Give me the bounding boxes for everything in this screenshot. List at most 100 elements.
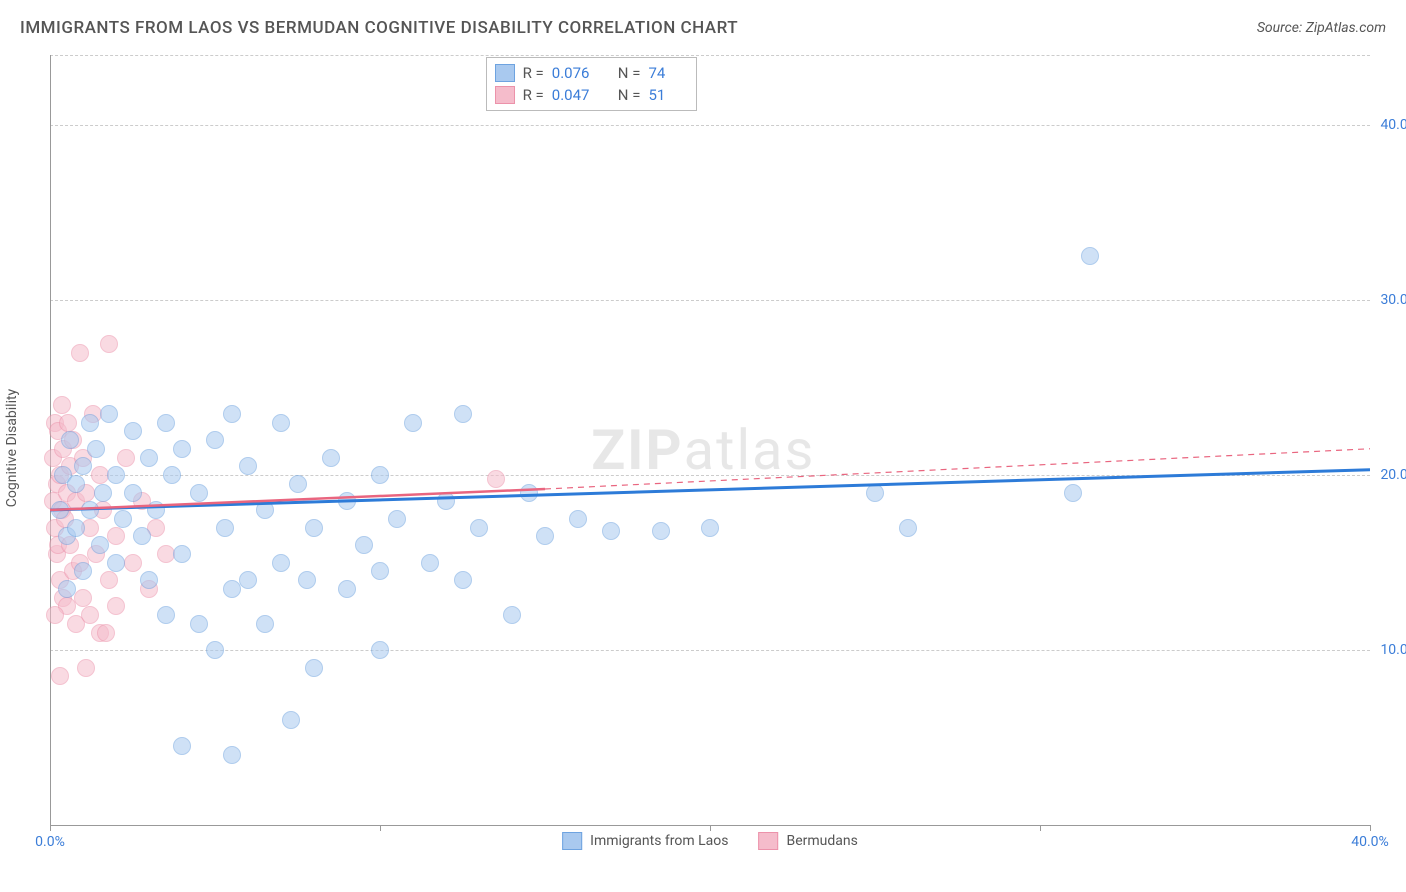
scatter-point: [298, 571, 316, 589]
scatter-point: [305, 519, 323, 537]
scatter-point: [107, 554, 125, 572]
scatter-point: [322, 449, 340, 467]
scatter-point: [173, 545, 191, 563]
scatter-point: [97, 624, 115, 642]
scatter-point: [866, 484, 884, 502]
scatter-point: [404, 414, 422, 432]
x-tick-label: 0.0%: [35, 834, 65, 850]
scatter-point: [100, 335, 118, 353]
scatter-point: [74, 457, 92, 475]
scatter-plot-area: ZIPatlas 10.0%20.0%30.0%40.0%0.0%40.0%R …: [50, 55, 1370, 825]
legend-item: Bermudans: [758, 832, 857, 850]
scatter-point: [536, 527, 554, 545]
scatter-point: [114, 510, 132, 528]
scatter-point: [117, 449, 135, 467]
scatter-point: [223, 405, 241, 423]
scatter-point: [272, 414, 290, 432]
scatter-point: [305, 659, 323, 677]
x-tick: [50, 825, 51, 831]
grid-line: [50, 55, 1370, 56]
scatter-point: [437, 492, 455, 510]
scatter-point: [59, 414, 77, 432]
scatter-point: [569, 510, 587, 528]
x-tick: [1370, 825, 1371, 831]
scatter-point: [338, 580, 356, 598]
swatch-icon: [758, 832, 778, 850]
scatter-point: [107, 527, 125, 545]
scatter-point: [91, 466, 109, 484]
y-tick-label: 10.0%: [1380, 642, 1406, 658]
legend-label: Immigrants from Laos: [590, 833, 728, 849]
scatter-point: [46, 606, 64, 624]
scatter-point: [371, 466, 389, 484]
x-tick: [1040, 825, 1041, 831]
scatter-point: [256, 501, 274, 519]
scatter-point: [470, 519, 488, 537]
scatter-point: [206, 641, 224, 659]
scatter-point: [67, 475, 85, 493]
legend-item: Immigrants from Laos: [562, 832, 728, 850]
scatter-point: [100, 405, 118, 423]
scatter-point: [190, 484, 208, 502]
scatter-point: [81, 414, 99, 432]
scatter-point: [173, 737, 191, 755]
swatch-icon: [495, 64, 515, 82]
scatter-point: [272, 554, 290, 572]
scatter-point: [701, 519, 719, 537]
x-tick: [380, 825, 381, 831]
y-tick-label: 20.0%: [1380, 467, 1406, 483]
scatter-point: [107, 597, 125, 615]
scatter-point: [371, 562, 389, 580]
scatter-point: [51, 667, 69, 685]
scatter-point: [503, 606, 521, 624]
chart-source: Source: ZipAtlas.com: [1257, 20, 1386, 36]
chart-title: IMMIGRANTS FROM LAOS VS BERMUDAN COGNITI…: [20, 18, 738, 38]
chart-header: IMMIGRANTS FROM LAOS VS BERMUDAN COGNITI…: [20, 18, 1386, 38]
scatter-point: [163, 466, 181, 484]
stats-row: R =0.047N =51: [495, 84, 689, 106]
scatter-point: [216, 519, 234, 537]
stats-box: R =0.076N =74R =0.047N =51: [486, 57, 698, 111]
scatter-point: [388, 510, 406, 528]
x-tick-label: 40.0%: [1351, 834, 1389, 850]
watermark: ZIPatlas: [591, 417, 815, 483]
y-axis-label: Cognitive Disability: [4, 389, 20, 507]
scatter-point: [256, 615, 274, 633]
scatter-point: [487, 470, 505, 488]
scatter-point: [124, 554, 142, 572]
scatter-point: [81, 606, 99, 624]
y-axis: [50, 55, 51, 825]
trend-lines: [50, 55, 1370, 825]
x-tick: [710, 825, 711, 831]
scatter-point: [51, 501, 69, 519]
scatter-point: [74, 589, 92, 607]
scatter-point: [147, 501, 165, 519]
scatter-point: [338, 492, 356, 510]
scatter-point: [223, 746, 241, 764]
scatter-point: [289, 475, 307, 493]
grid-line: [50, 300, 1370, 301]
scatter-point: [602, 522, 620, 540]
scatter-point: [157, 606, 175, 624]
scatter-point: [282, 711, 300, 729]
scatter-point: [77, 659, 95, 677]
scatter-point: [124, 484, 142, 502]
y-tick-label: 40.0%: [1380, 117, 1406, 133]
legend: Immigrants from Laos Bermudans: [562, 832, 858, 850]
scatter-point: [91, 536, 109, 554]
scatter-point: [190, 615, 208, 633]
scatter-point: [454, 405, 472, 423]
scatter-point: [454, 571, 472, 589]
scatter-point: [53, 396, 71, 414]
scatter-point: [140, 571, 158, 589]
scatter-point: [71, 344, 89, 362]
scatter-point: [371, 641, 389, 659]
scatter-point: [100, 571, 118, 589]
scatter-point: [74, 562, 92, 580]
scatter-point: [1064, 484, 1082, 502]
scatter-point: [81, 501, 99, 519]
scatter-point: [421, 554, 439, 572]
scatter-point: [94, 484, 112, 502]
scatter-point: [899, 519, 917, 537]
scatter-point: [1081, 247, 1099, 265]
